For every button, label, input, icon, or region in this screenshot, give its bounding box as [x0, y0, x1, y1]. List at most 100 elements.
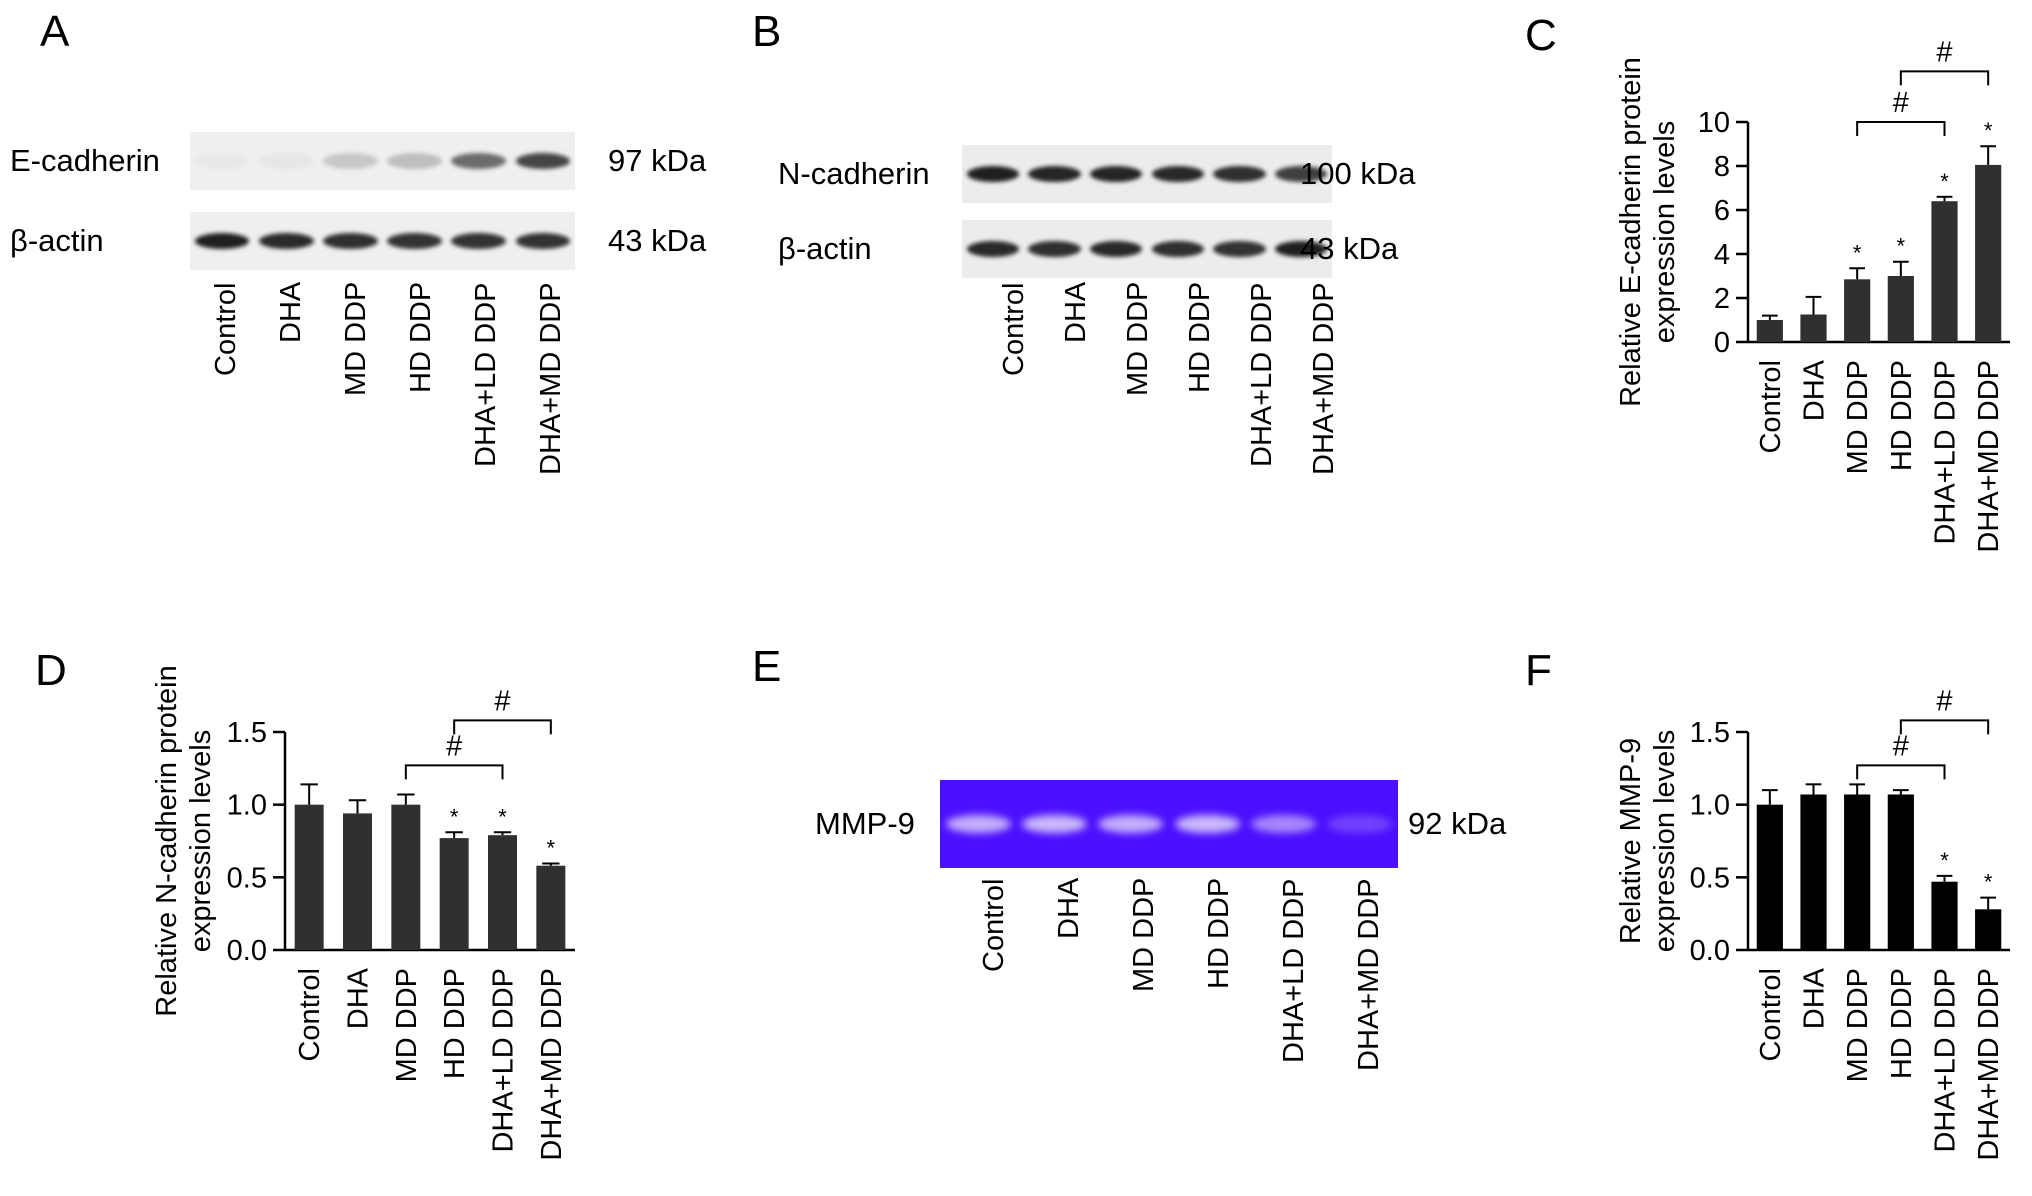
comparison-bracket: [453, 719, 552, 735]
panel-label-a: A: [40, 7, 70, 56]
bar: [488, 835, 517, 950]
bar: [1887, 794, 1914, 950]
blot-band: [451, 233, 506, 249]
bar: [1756, 804, 1783, 950]
panel-label-b: B: [752, 7, 782, 56]
comparison-bracket: [404, 764, 504, 780]
x-tick-label: HD DDP: [439, 968, 471, 1079]
comparison-bracket: [1899, 719, 1990, 735]
y-axis-title: Relative MMP-9: [1615, 738, 1647, 944]
panel-label-d: D: [35, 646, 67, 695]
significance-marker: *: [1984, 118, 1993, 143]
bar: [1800, 794, 1827, 950]
blot-band: [451, 153, 506, 169]
bar: [1931, 201, 1958, 342]
y-axis-title: Relative E-cadherin protein: [1615, 57, 1647, 407]
y-tick-label: 0.0: [227, 935, 267, 967]
bar: [439, 838, 469, 950]
protein-label: β-actin: [10, 223, 104, 258]
x-tick-label: Control: [294, 968, 326, 1062]
blot-band: [258, 153, 314, 169]
blot-band: [387, 153, 442, 169]
y-axis-title: Relative N-cadherin protein: [151, 665, 183, 1016]
blot-band: [1098, 815, 1164, 833]
significance-marker: *: [450, 804, 459, 829]
blot-band: [1151, 241, 1205, 257]
bracket-label: #: [446, 730, 462, 762]
y-tick-label: 4: [1714, 239, 1730, 271]
x-tick-label: MD DDP: [1842, 360, 1874, 474]
blot-band: [1151, 166, 1205, 182]
blot-band: [515, 233, 571, 249]
blot-band: [323, 153, 378, 169]
bar: [1756, 320, 1783, 342]
y-tick-label: 0: [1714, 327, 1730, 359]
significance-marker: *: [498, 804, 507, 829]
x-tick-label: HD DDP: [1886, 360, 1918, 471]
significance-marker: *: [1897, 234, 1906, 259]
y-tick-label: 1.0: [1690, 790, 1730, 822]
y-tick-label: 0.5: [227, 862, 267, 894]
bar: [294, 804, 324, 950]
x-tick-label: Control: [1755, 968, 1787, 1062]
x-tick-label: DHA+LD DDP: [1930, 360, 1962, 545]
bar: [1844, 794, 1871, 950]
blot-strip: [190, 132, 575, 190]
y-tick-label: 10: [1698, 107, 1730, 139]
comparison-bracket: [1856, 764, 1946, 780]
bar: [1800, 314, 1827, 342]
x-tick-label: DHA+LD DDP: [1930, 968, 1962, 1153]
x-tick-label: DHA+LD DDP: [488, 968, 520, 1153]
protein-label: E-cadherin: [10, 143, 160, 178]
blot-band: [1213, 166, 1266, 182]
blot-band: [966, 166, 1020, 182]
panel-label-f: F: [1525, 646, 1552, 695]
x-tick-label: DHA: [1799, 967, 1831, 1029]
kda-label: 43 kDa: [608, 223, 707, 258]
significance-marker: *: [1940, 848, 1949, 873]
blot-band: [1174, 815, 1240, 833]
blot-band: [1022, 815, 1087, 833]
y-tick-label: 0.0: [1690, 935, 1730, 967]
x-tick-label: DHA+MD DDP: [1973, 360, 2005, 553]
bar: [1887, 276, 1914, 342]
kda-label: 97 kDa: [608, 143, 707, 178]
kda-label: 92 kDa: [1408, 806, 1507, 841]
comparison-bracket: [1899, 70, 1990, 86]
bracket-label: #: [1893, 730, 1909, 762]
blot-band: [194, 233, 250, 249]
y-tick-label: 2: [1714, 283, 1730, 315]
protein-label: N-cadherin: [778, 156, 930, 191]
blot-band: [1089, 241, 1143, 257]
blot-band: [1251, 815, 1316, 833]
blot-strip: [962, 220, 1332, 278]
blot-band: [1274, 241, 1328, 257]
y-tick-label: 0.5: [1690, 862, 1730, 894]
blot-band: [1327, 815, 1393, 833]
y-axis-title: expression levels: [185, 730, 217, 952]
blot-band: [515, 153, 571, 169]
y-tick-label: 1.0: [227, 790, 267, 822]
bracket-label: #: [1936, 685, 1952, 717]
blot-band: [1028, 241, 1081, 257]
bracket-label: #: [1893, 87, 1909, 119]
blot-band: [258, 233, 314, 249]
significance-marker: *: [1940, 169, 1949, 194]
bracket-label: #: [1936, 36, 1952, 68]
blot-strip: [940, 780, 1398, 868]
blot-band: [1089, 166, 1143, 182]
x-tick-label: DHA: [343, 967, 375, 1029]
x-tick-label: DHA+MD DDP: [1973, 968, 2005, 1161]
blot-band: [1028, 166, 1081, 182]
blot-band: [387, 233, 442, 249]
bar: [343, 813, 372, 950]
x-tick-label: MD DDP: [391, 968, 423, 1082]
blot-strip: [190, 212, 575, 270]
kda-label: 100 kDa: [1300, 156, 1416, 191]
kda-label: 43 kDa: [1300, 231, 1399, 266]
y-tick-label: 8: [1714, 151, 1730, 183]
x-tick-label: DHA+MD DDP: [536, 968, 568, 1161]
blot-band: [966, 241, 1020, 257]
panel-label-c: C: [1525, 11, 1557, 60]
protein-label: MMP-9: [815, 806, 915, 841]
